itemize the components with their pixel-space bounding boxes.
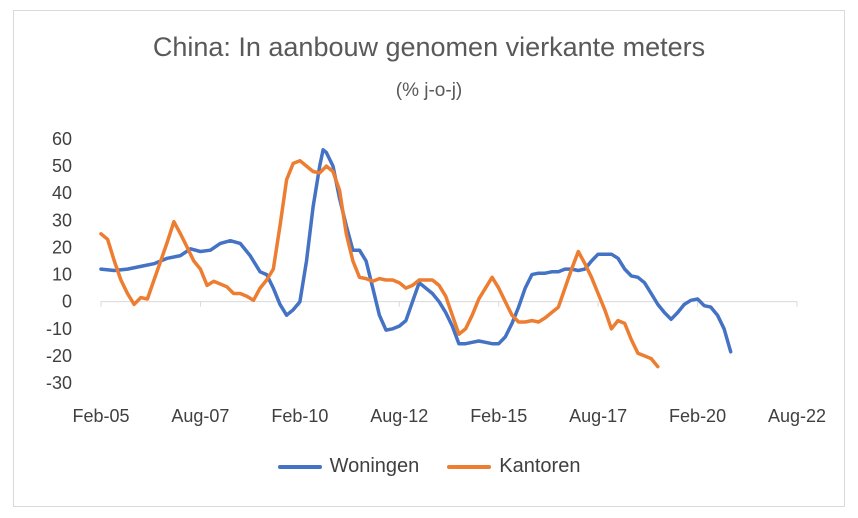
legend-item-kantoren: Kantoren: [447, 455, 580, 478]
series-line-woningen: [99, 148, 733, 354]
y-axis: 60 50 40 30 20 10 0 -10 -20 -30: [46, 129, 72, 393]
legend-label-kantoren: Kantoren: [499, 455, 581, 477]
legend-swatch-woningen: [277, 464, 322, 469]
x-tick-label: Feb-15: [470, 406, 527, 426]
legend: Woningen Kantoren: [0, 455, 858, 478]
x-axis: Feb-05 Aug-07 Feb-10 Aug-12 Feb-15 Aug-17 Feb-…: [72, 301, 826, 426]
chart-subtitle: (% j-o-j): [395, 80, 463, 101]
chart-frame: [13, 10, 845, 507]
y-tick-label: 50: [52, 156, 72, 176]
x-tick-label: Feb-10: [271, 406, 328, 426]
series-layer: [99, 148, 733, 369]
y-tick-label: -30: [46, 373, 72, 393]
legend-item-woningen: Woningen: [277, 455, 420, 478]
x-tick-label: Aug-12: [370, 406, 428, 426]
y-tick-label: 10: [52, 265, 72, 285]
x-tick-label: Feb-05: [72, 406, 129, 426]
x-tick-label: Feb-20: [669, 406, 726, 426]
y-tick-label: 20: [52, 237, 72, 257]
y-tick-label: 0: [62, 292, 72, 312]
x-tick-label: Aug-07: [171, 406, 229, 426]
y-tick-label: -20: [46, 346, 72, 366]
series-line-kantoren: [99, 158, 660, 369]
y-tick-label: 30: [52, 210, 72, 230]
chart-title: China: In aanbouw genomen vierkante mete…: [152, 32, 706, 62]
y-tick-label: 40: [52, 183, 72, 203]
x-tick-label: Aug-22: [768, 406, 826, 426]
legend-swatch-kantoren: [447, 464, 492, 469]
y-tick-label: 60: [52, 129, 72, 149]
legend-label-woningen: Woningen: [329, 455, 420, 477]
y-tick-label: -10: [46, 319, 72, 339]
x-tick-label: Aug-17: [569, 406, 627, 426]
